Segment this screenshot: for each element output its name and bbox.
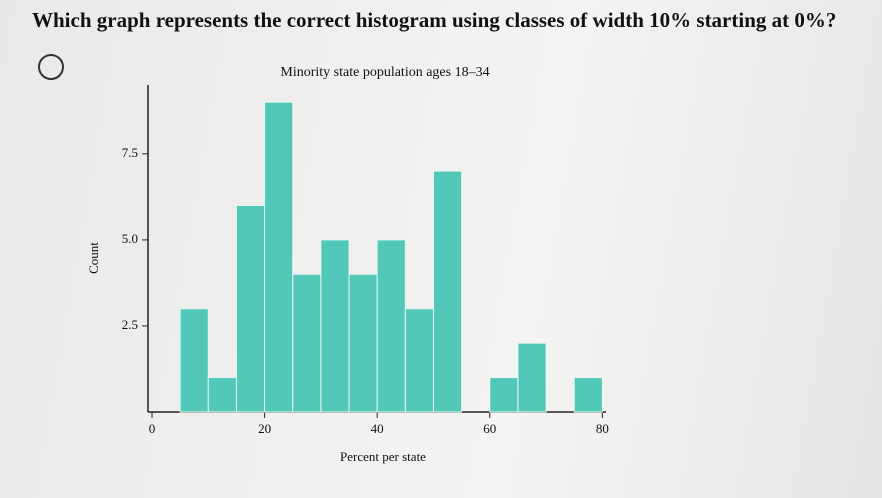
x-tick-label: 80: [596, 421, 609, 436]
question: Which graph represents the correct histo…: [32, 8, 837, 32]
bar: [517, 342, 547, 413]
bar: [179, 308, 209, 413]
bar: [404, 308, 434, 413]
bar: [348, 273, 378, 413]
chart-title: Minority state population ages 18–34: [280, 65, 489, 80]
bar: [376, 239, 406, 413]
x-tick-label: 40: [371, 421, 384, 436]
bar: [207, 377, 237, 413]
y-tick-label: 2.5: [122, 317, 138, 332]
x-tick-label: 20: [258, 421, 271, 436]
bar: [264, 101, 294, 413]
bar: [320, 239, 350, 413]
bar: [489, 377, 519, 413]
y-axis-label: Count: [86, 242, 101, 274]
x-tick-label: 60: [483, 421, 496, 436]
y-tick-label: 5.0: [122, 231, 138, 246]
bar: [235, 204, 266, 413]
radio-button[interactable]: [38, 54, 64, 80]
bar: [573, 377, 603, 413]
bar: [432, 170, 463, 413]
y-tick-label: 7.5: [122, 145, 138, 160]
x-axis-label: Percent per state: [340, 449, 426, 464]
bar: [292, 273, 322, 413]
x-tick-label: 0: [149, 421, 156, 436]
